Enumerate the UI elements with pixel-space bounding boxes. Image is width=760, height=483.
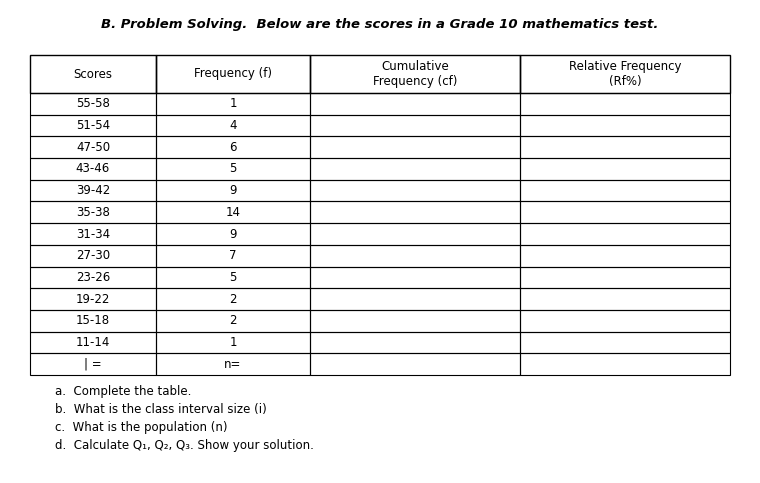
Bar <box>520 93 730 114</box>
Bar <box>156 93 310 114</box>
Text: 55-58: 55-58 <box>76 98 110 110</box>
Bar <box>310 114 520 136</box>
Bar <box>30 245 156 267</box>
Text: 43-46: 43-46 <box>76 162 110 175</box>
Bar <box>310 332 520 353</box>
Text: 4: 4 <box>230 119 237 132</box>
Bar <box>520 158 730 180</box>
Bar <box>156 136 310 158</box>
Text: 23-26: 23-26 <box>76 271 110 284</box>
Text: 14: 14 <box>226 206 240 219</box>
Text: 2: 2 <box>230 293 237 306</box>
Bar <box>520 136 730 158</box>
Bar <box>30 310 156 332</box>
Bar <box>520 223 730 245</box>
Bar <box>310 55 520 93</box>
Bar <box>156 310 310 332</box>
Bar <box>156 180 310 201</box>
Text: 9: 9 <box>230 227 237 241</box>
Text: | =: | = <box>84 357 102 370</box>
Text: 19-22: 19-22 <box>76 293 110 306</box>
Bar <box>156 158 310 180</box>
Text: 35-38: 35-38 <box>76 206 110 219</box>
Text: 7: 7 <box>230 249 237 262</box>
Bar <box>30 93 156 114</box>
Text: 31-34: 31-34 <box>76 227 110 241</box>
Bar <box>156 223 310 245</box>
Text: 15-18: 15-18 <box>76 314 110 327</box>
Bar <box>520 245 730 267</box>
Text: 11-14: 11-14 <box>76 336 110 349</box>
Text: Relative Frequency
(Rf%): Relative Frequency (Rf%) <box>568 60 681 88</box>
Bar <box>30 288 156 310</box>
Text: 2: 2 <box>230 314 237 327</box>
Bar <box>520 201 730 223</box>
Text: Cumulative
Frequency (cf): Cumulative Frequency (cf) <box>373 60 458 88</box>
Bar <box>30 353 156 375</box>
Bar <box>156 332 310 353</box>
Bar <box>30 267 156 288</box>
Bar <box>520 310 730 332</box>
Text: 51-54: 51-54 <box>76 119 110 132</box>
Bar <box>310 93 520 114</box>
Bar <box>30 136 156 158</box>
Text: B. Problem Solving.  Below are the scores in a Grade 10 mathematics test.: B. Problem Solving. Below are the scores… <box>101 18 659 31</box>
Text: 9: 9 <box>230 184 237 197</box>
Text: 1: 1 <box>230 98 237 110</box>
Bar <box>520 353 730 375</box>
Bar <box>310 201 520 223</box>
Bar <box>156 353 310 375</box>
Text: 27-30: 27-30 <box>76 249 110 262</box>
Text: c.  What is the population (n): c. What is the population (n) <box>55 421 227 434</box>
Text: 1: 1 <box>230 336 237 349</box>
Bar <box>156 245 310 267</box>
Bar <box>310 267 520 288</box>
Bar <box>310 180 520 201</box>
Bar <box>30 201 156 223</box>
Text: Scores: Scores <box>74 68 112 81</box>
Bar <box>520 332 730 353</box>
Bar <box>310 245 520 267</box>
Text: b.  What is the class interval size (i): b. What is the class interval size (i) <box>55 403 267 416</box>
Bar <box>156 201 310 223</box>
Bar <box>310 223 520 245</box>
Bar <box>310 353 520 375</box>
Bar <box>310 288 520 310</box>
Text: 6: 6 <box>230 141 237 154</box>
Bar <box>30 332 156 353</box>
Bar <box>156 114 310 136</box>
Text: Frequency (f): Frequency (f) <box>194 68 272 81</box>
Bar <box>30 55 156 93</box>
Text: 47-50: 47-50 <box>76 141 110 154</box>
Bar <box>310 158 520 180</box>
Bar <box>30 114 156 136</box>
Text: 5: 5 <box>230 271 236 284</box>
Bar <box>156 267 310 288</box>
Bar <box>520 288 730 310</box>
Bar <box>30 223 156 245</box>
Bar <box>156 55 310 93</box>
Bar <box>30 158 156 180</box>
Text: a.  Complete the table.: a. Complete the table. <box>55 385 192 398</box>
Bar <box>520 180 730 201</box>
Bar <box>30 180 156 201</box>
Bar <box>310 310 520 332</box>
Bar <box>520 55 730 93</box>
Text: n=: n= <box>224 357 242 370</box>
Bar <box>520 114 730 136</box>
Bar <box>156 288 310 310</box>
Text: 5: 5 <box>230 162 236 175</box>
Bar <box>310 136 520 158</box>
Text: 39-42: 39-42 <box>76 184 110 197</box>
Bar <box>520 267 730 288</box>
Text: d.  Calculate Q₁, Q₂, Q₃. Show your solution.: d. Calculate Q₁, Q₂, Q₃. Show your solut… <box>55 439 314 452</box>
